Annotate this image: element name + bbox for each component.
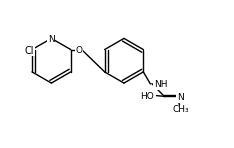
Text: N: N bbox=[177, 93, 184, 102]
Text: CH₃: CH₃ bbox=[172, 105, 189, 114]
Text: Cl: Cl bbox=[25, 46, 34, 56]
Text: HO: HO bbox=[140, 92, 154, 101]
Text: O: O bbox=[76, 46, 83, 55]
Text: NH: NH bbox=[154, 80, 168, 89]
Text: N: N bbox=[48, 35, 55, 44]
